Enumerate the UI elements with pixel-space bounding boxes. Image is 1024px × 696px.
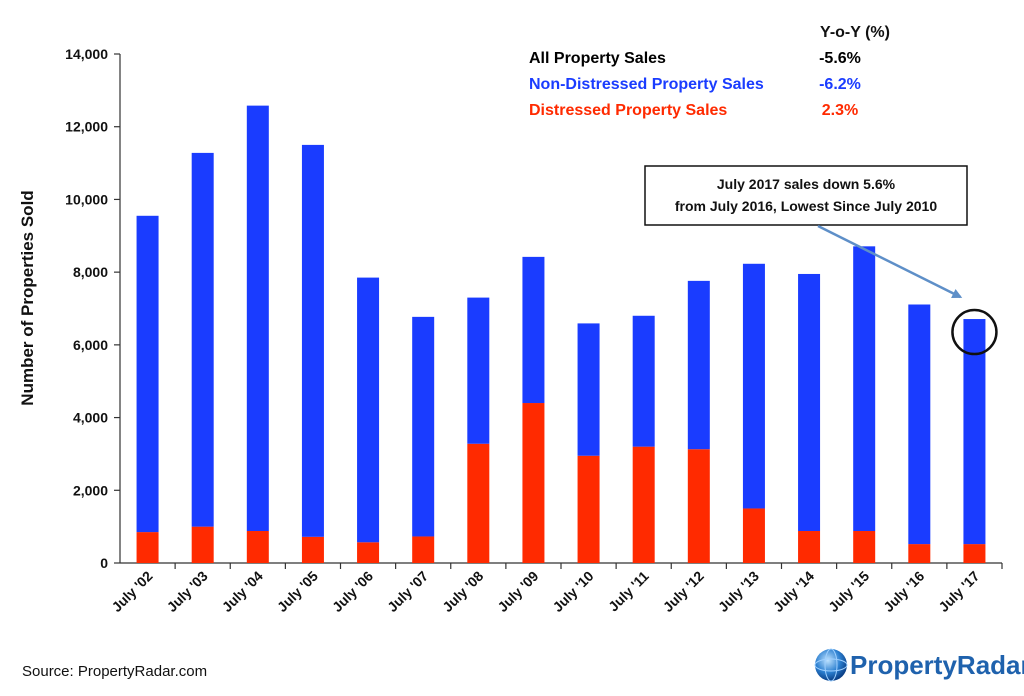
bar-distressed bbox=[191, 526, 214, 563]
y-tick-label: 4,000 bbox=[73, 410, 108, 426]
x-tick-label: July '11 bbox=[605, 568, 652, 615]
bar-distressed bbox=[798, 531, 821, 563]
bar-distressed bbox=[136, 532, 159, 563]
y-tick-label: 14,000 bbox=[65, 46, 108, 62]
y-tick-labels: 0 2,000 4,000 6,000 8,000 10,000 12,000 14,000 bbox=[65, 46, 108, 571]
x-tick-label: July '12 bbox=[660, 568, 707, 615]
legend-value-distressed: 2.3% bbox=[822, 102, 858, 119]
bar-distressed bbox=[357, 542, 380, 563]
highlight-circle bbox=[951, 308, 998, 356]
legend-header: Y-o-Y (%) bbox=[820, 24, 890, 41]
bar-distressed bbox=[246, 531, 269, 563]
x-tick-label: July '09 bbox=[494, 568, 541, 615]
x-tick-label: July '02 bbox=[108, 568, 155, 615]
bar-non-distressed bbox=[798, 273, 821, 532]
legend-value-all: -5.6% bbox=[819, 50, 861, 67]
bar-non-distressed bbox=[632, 315, 655, 447]
bar-distressed bbox=[963, 544, 986, 563]
bar-distressed bbox=[632, 446, 655, 563]
legend-value-non-distressed: -6.2% bbox=[819, 76, 861, 93]
bar-non-distressed bbox=[246, 105, 269, 532]
bar-non-distressed bbox=[191, 152, 214, 527]
bar-distressed bbox=[687, 449, 710, 563]
bar-non-distressed bbox=[301, 144, 324, 537]
annotation-box bbox=[644, 165, 968, 226]
bar-non-distressed bbox=[963, 319, 986, 545]
bar-non-distressed bbox=[577, 323, 600, 456]
legend-label-non-distressed: Non-Distressed Property Sales bbox=[529, 76, 764, 93]
bar-non-distressed bbox=[467, 297, 490, 444]
bar-distressed bbox=[412, 536, 435, 563]
bar-distressed bbox=[522, 403, 545, 563]
y-tick-label: 12,000 bbox=[65, 119, 108, 135]
legend: Y-o-Y (%) All Property Sales -5.6% Non-D… bbox=[529, 24, 890, 119]
bar-distressed bbox=[853, 531, 876, 563]
annotation-line-1: July 2017 sales down 5.6% bbox=[717, 176, 896, 192]
x-tick-label: July '14 bbox=[770, 568, 817, 615]
bar-distressed bbox=[577, 455, 600, 563]
bar-non-distressed bbox=[136, 215, 159, 533]
y-tick-label: 0 bbox=[100, 555, 108, 571]
x-tick-label: July '06 bbox=[329, 568, 376, 615]
y-tick-label: 8,000 bbox=[73, 264, 108, 280]
bar-non-distressed bbox=[357, 277, 380, 543]
annotation: July 2017 sales down 5.6% from July 2016… bbox=[644, 165, 998, 356]
x-tick-label: July '03 bbox=[164, 568, 211, 615]
x-tick-labels: July '02 July '03 July '04 July '05 July '06… bbox=[108, 568, 982, 615]
propertyradar-logo: PropertyRadar bbox=[814, 648, 1024, 682]
y-tick-label: 10,000 bbox=[65, 191, 108, 207]
legend-label-distressed: Distressed Property Sales bbox=[529, 102, 727, 119]
bar-non-distressed bbox=[522, 256, 545, 404]
y-axis-label: Number of Properties Sold bbox=[18, 190, 37, 405]
x-tick-label: July '07 bbox=[384, 568, 431, 615]
bar-non-distressed bbox=[853, 246, 876, 532]
x-tick-label: July '13 bbox=[715, 568, 762, 615]
y-tick-label: 6,000 bbox=[73, 337, 108, 353]
x-tick-label: July '16 bbox=[880, 568, 927, 615]
logo-text: PropertyRadar bbox=[850, 650, 1024, 680]
annotation-arrow bbox=[817, 224, 963, 299]
x-tick-label: July '10 bbox=[549, 568, 596, 615]
x-tick-label: July '04 bbox=[219, 568, 266, 615]
bar-distressed bbox=[467, 443, 490, 563]
legend-label-all: All Property Sales bbox=[529, 50, 666, 67]
x-tick-label: July '15 bbox=[825, 568, 872, 615]
x-tick-label: July '05 bbox=[274, 568, 321, 615]
globe-icon bbox=[815, 649, 847, 681]
bar-non-distressed bbox=[908, 304, 931, 545]
bar-non-distressed bbox=[742, 263, 765, 509]
source-note: Source: PropertyRadar.com bbox=[22, 663, 207, 680]
x-tick-label: July '17 bbox=[935, 568, 982, 615]
bar-distressed bbox=[908, 544, 931, 563]
bar-distressed bbox=[742, 508, 765, 563]
x-tick-label: July '08 bbox=[439, 568, 486, 615]
bar-non-distressed bbox=[412, 316, 435, 537]
bars bbox=[136, 105, 986, 563]
bar-non-distressed bbox=[687, 280, 710, 450]
y-tick-label: 2,000 bbox=[73, 482, 108, 498]
bar-distressed bbox=[301, 536, 324, 563]
annotation-line-2: from July 2016, Lowest Since July 2010 bbox=[675, 198, 937, 214]
